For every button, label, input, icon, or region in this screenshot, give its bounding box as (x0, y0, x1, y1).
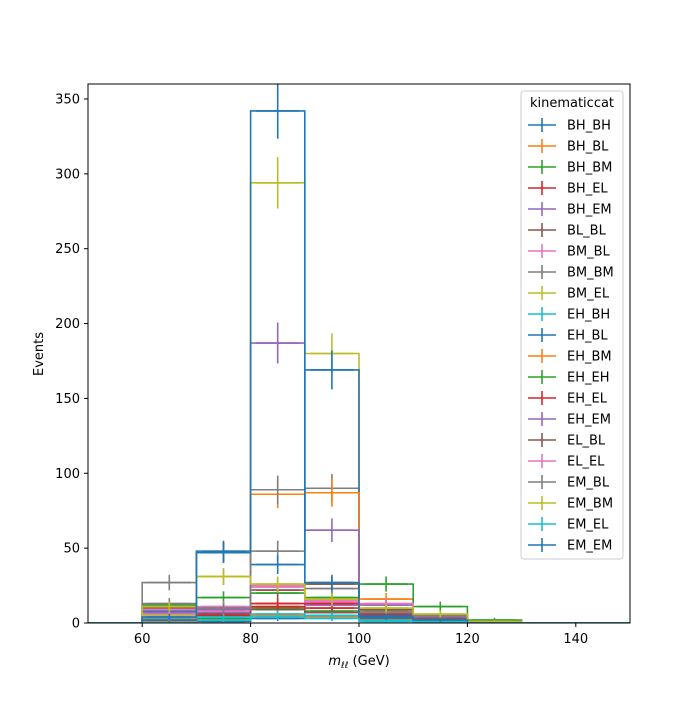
x-axis-ticks: 60 80 100 120 140 (134, 623, 588, 647)
y-tick-label: 100 (55, 467, 80, 482)
legend-item-EM_EL: EM_EL (528, 517, 609, 533)
legend-label: BL_BL (567, 224, 607, 239)
legend-item-EH_EM: EH_EM (528, 412, 611, 428)
x-axis-label-unit: (GeV) (348, 654, 389, 669)
legend-item-EH_EH: EH_EH (528, 370, 609, 386)
x-tick-label: 80 (242, 632, 259, 647)
legend-label: EM_EL (567, 518, 609, 533)
y-tick-label: 150 (55, 392, 80, 407)
legend-item-EM_EM: EM_EM (528, 538, 612, 554)
legend-item-EH_BL: EH_BL (528, 328, 608, 344)
legend-item-BM_BL: BM_BL (528, 244, 611, 260)
legend-item-EM_BM: EM_BM (528, 496, 613, 512)
legend-label: EH_BM (567, 350, 612, 365)
legend-label: BM_BL (567, 245, 611, 260)
series-EM_BM (88, 568, 630, 623)
legend-label: BH_BH (567, 119, 611, 134)
legend-label: BH_BL (567, 140, 609, 155)
legend-box (520, 90, 624, 560)
x-tick-label: 100 (347, 632, 372, 647)
y-tick-label: 350 (55, 92, 80, 107)
legend-item-BM_EL: BM_EL (528, 286, 610, 302)
legend-title: kinematiccat (530, 96, 614, 111)
legend-item-EM_BL: EM_BL (528, 475, 610, 491)
legend-label: EH_BH (567, 308, 610, 323)
x-axis-label-main: m (328, 654, 341, 669)
legend: kinematiccat BH_BH BH_BL BH_BM BH_EL BH_EM BL… (520, 90, 624, 560)
y-tick-label: 0 (72, 617, 80, 632)
legend-item-BH_BL: BH_BL (528, 139, 609, 155)
legend-label: EL_EL (567, 455, 605, 470)
y-tick-label: 50 (63, 542, 80, 557)
legend-label: EM_EM (567, 539, 612, 554)
legend-label: EH_EM (567, 413, 611, 428)
y-tick-label: 250 (55, 242, 80, 257)
legend-label: BM_BM (567, 266, 614, 281)
legend-label: BH_EM (567, 203, 612, 218)
legend-item-BH_EL: BH_EL (528, 181, 608, 197)
legend-label: EH_EL (567, 392, 608, 407)
legend-label: BM_EL (567, 287, 610, 302)
legend-item-BH_EM: BH_EM (528, 202, 612, 218)
x-tick-label: 60 (134, 632, 151, 647)
x-axis-label-sub: ℓℓ (340, 661, 348, 671)
plot-series (88, 84, 630, 623)
legend-item-BH_BM: BH_BM (528, 160, 612, 176)
y-tick-label: 300 (55, 167, 80, 182)
legend-label: EH_BL (567, 329, 608, 344)
series-EM_EM (88, 84, 630, 623)
legend-label: BH_EL (567, 182, 608, 197)
legend-label: EH_EH (567, 371, 609, 386)
x-axis-label: mℓℓ (GeV) (328, 654, 389, 671)
legend-item-EH_BM: EH_BM (528, 349, 612, 365)
y-axis-ticks: 0 50 100 150 200 250 300 350 (55, 92, 88, 632)
legend-label: EM_BM (567, 497, 613, 512)
legend-item-EH_EL: EH_EL (528, 391, 608, 407)
legend-label: EL_BL (567, 434, 606, 449)
x-tick-label: 140 (563, 632, 588, 647)
x-tick-label: 120 (455, 632, 480, 647)
legend-item-BM_BM: BM_BM (528, 265, 614, 281)
y-tick-label: 200 (55, 317, 80, 332)
legend-item-EH_BH: EH_BH (528, 307, 610, 323)
y-axis-label: Events (32, 332, 47, 376)
legend-item-BL_BL: BL_BL (528, 223, 607, 239)
legend-label: EM_BL (567, 476, 610, 491)
legend-items: BH_BH BH_BL BH_BM BH_EL BH_EM BL_BL BM_BL BM_BM… (528, 118, 614, 554)
legend-item-BH_BH: BH_BH (528, 118, 611, 134)
legend-item-EL_EL: EL_EL (528, 454, 605, 470)
legend-item-EL_BL: EL_BL (528, 433, 606, 449)
legend-label: BH_BM (567, 161, 612, 176)
